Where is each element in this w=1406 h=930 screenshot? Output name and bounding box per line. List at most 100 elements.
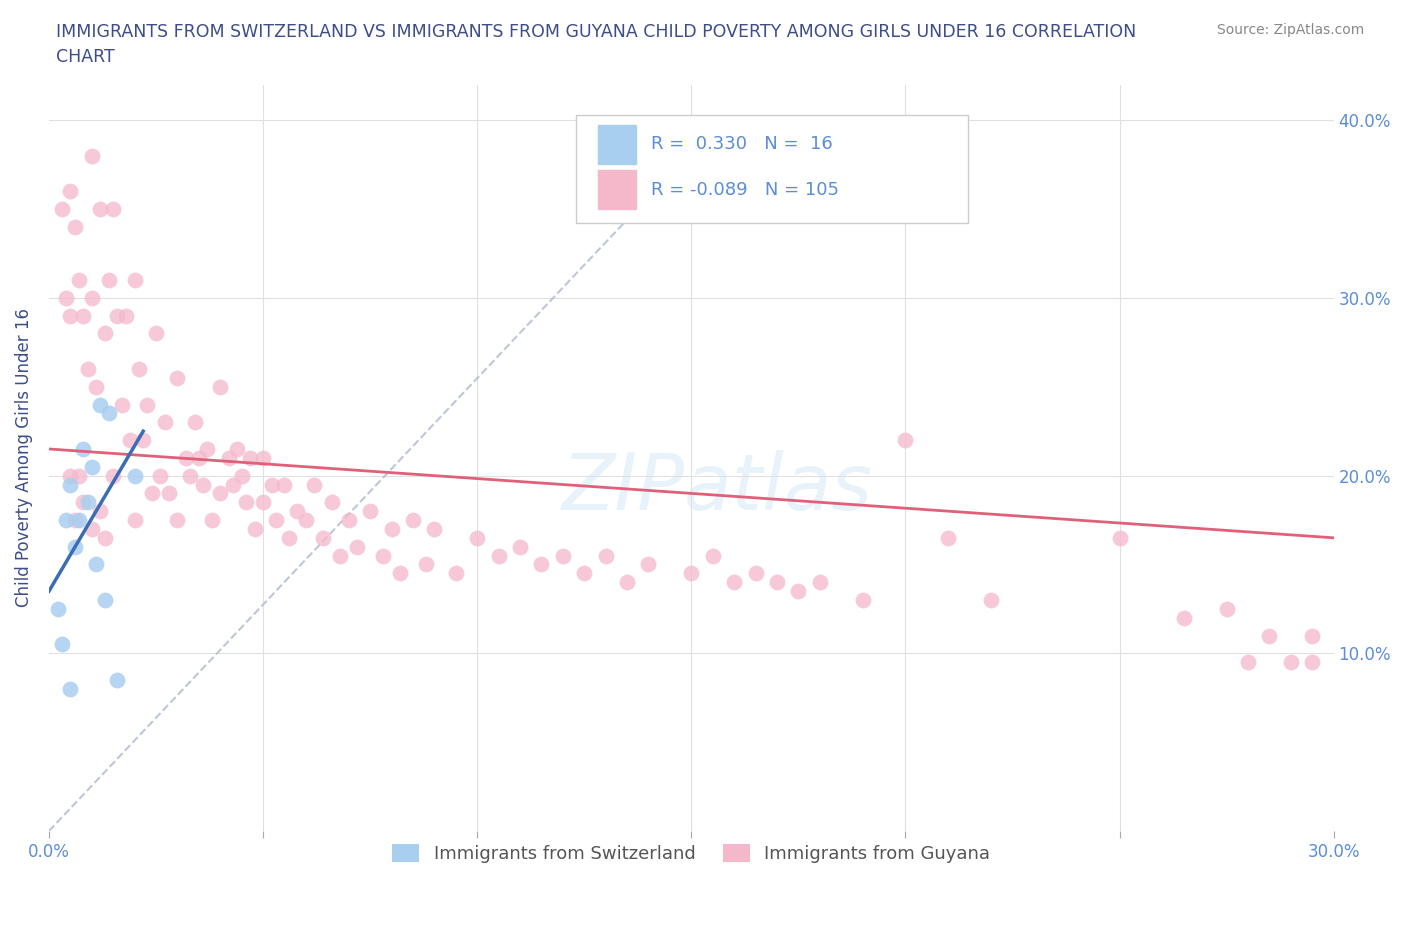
Point [179,468,201,483]
Point [51,202,73,217]
Point [59,468,82,483]
Point [124,512,146,527]
Point [243,522,266,537]
Point [187,450,209,465]
Text: IMMIGRANTS FROM SWITZERLAND VS IMMIGRANTS FROM GUYANA CHILD POVERTY AMONG GIRLS : IMMIGRANTS FROM SWITZERLAND VS IMMIGRANT… [56,23,1136,66]
Point [222,477,245,492]
Point [166,512,188,527]
Point [59,184,82,199]
Point [252,495,274,510]
Point [55,512,77,527]
Point [89,397,111,412]
Point [72,308,94,323]
Point [329,548,352,563]
Point [359,504,381,519]
Bar [598,125,636,164]
Point [59,477,82,492]
Text: R =  0.330   N =  16: R = 0.330 N = 16 [651,135,834,153]
Point [97,406,120,421]
Point [1258,628,1281,643]
Point [124,272,146,287]
Point [488,548,510,563]
Point [84,379,107,394]
Point [423,522,446,537]
Point [67,468,90,483]
Point [141,486,163,501]
Point [980,592,1002,607]
Point [166,370,188,385]
Point [80,522,103,537]
Point [149,468,172,483]
Point [183,415,205,430]
Point [380,522,402,537]
Point [209,379,232,394]
Point [132,432,155,447]
Point [103,468,125,483]
Point [93,530,115,545]
Point [226,442,249,457]
Point [191,477,214,492]
Point [76,362,98,377]
Point [312,530,335,545]
Point [80,459,103,474]
Point [295,512,318,527]
Point [465,530,488,545]
Text: Source: ZipAtlas.com: Source: ZipAtlas.com [1216,23,1364,37]
Point [174,450,197,465]
Point [1279,655,1302,670]
FancyBboxPatch shape [575,114,967,223]
Point [209,486,232,501]
Point [1173,610,1195,625]
Text: ZIPatlas: ZIPatlas [561,450,873,525]
Point [852,592,875,607]
Text: R = -0.089   N = 105: R = -0.089 N = 105 [651,180,839,199]
Point [551,548,574,563]
Point [111,397,134,412]
Point [681,566,703,581]
Point [72,495,94,510]
Legend: Immigrants from Switzerland, Immigrants from Guyana: Immigrants from Switzerland, Immigrants … [385,837,997,870]
Point [1108,530,1130,545]
Point [346,539,368,554]
Point [744,566,766,581]
Point [260,477,283,492]
Point [595,548,617,563]
Point [124,468,146,483]
Point [72,442,94,457]
Point [787,584,810,599]
Point [235,495,257,510]
Point [59,682,82,697]
Point [46,602,69,617]
Point [1215,602,1237,617]
Point [1301,628,1323,643]
Point [321,495,343,510]
Point [402,512,425,527]
Point [936,530,959,545]
Point [285,504,308,519]
Point [304,477,326,492]
Point [1301,655,1323,670]
Point [766,575,789,590]
Point [444,566,467,581]
Point [63,512,86,527]
Point [89,504,111,519]
Point [63,219,86,234]
Point [103,202,125,217]
Point [157,486,180,501]
Point [97,272,120,287]
Point [93,592,115,607]
Point [509,539,531,554]
Point [389,566,412,581]
Point [107,308,129,323]
Point [145,326,167,341]
Point [252,450,274,465]
Point [51,637,73,652]
Point [128,362,150,377]
Point [76,495,98,510]
Point [107,672,129,687]
Point [218,450,240,465]
Point [1237,655,1260,670]
Point [55,290,77,305]
Bar [598,170,636,209]
Point [153,415,176,430]
